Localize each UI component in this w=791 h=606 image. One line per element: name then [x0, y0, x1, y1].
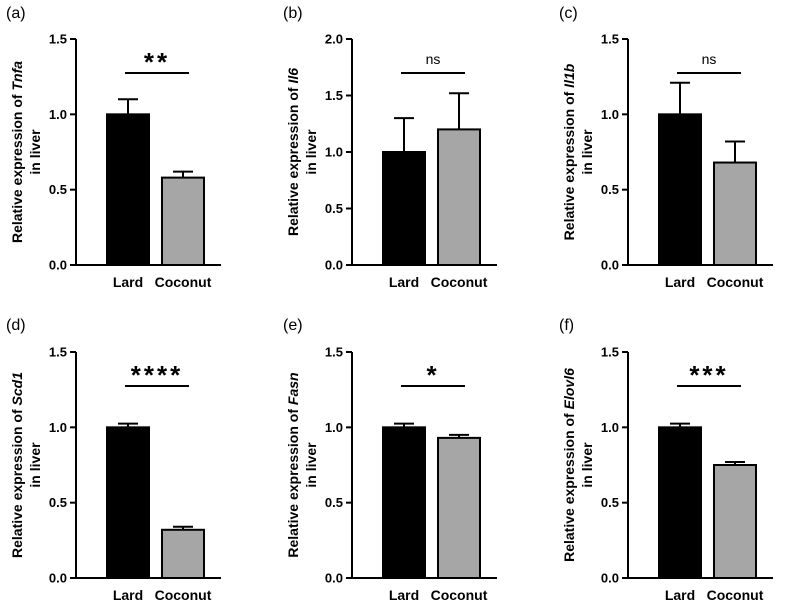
y-axis-label-prefix: Relative expression of [561, 88, 577, 241]
y-axis-label-gene: Fasn [285, 372, 301, 405]
category-label: Lard [389, 587, 419, 603]
y-axis-label: Relative expression of Tnfa [9, 61, 25, 243]
y-tick-label: 0.5 [601, 495, 619, 510]
chart-panel-5: (e) 0.0 0.5 1.0 1.5 Lard Coconut * Relative expr… [283, 317, 497, 603]
y-tick-label: 0.0 [325, 571, 343, 586]
chart-panel-4: (d) 0.0 0.5 1.0 1.5 Lard Coconut **** Relative e… [6, 317, 221, 603]
y-axis-label: Relative expression of Fasn [285, 372, 301, 557]
significance-label: ** [144, 47, 170, 77]
bar-coconut [437, 436, 481, 579]
category-label: Lard [389, 274, 419, 290]
y-axis-label-line2: in liver [579, 442, 595, 488]
bar-lard [106, 426, 150, 580]
bar-coconut [713, 161, 757, 266]
bar-lard [658, 113, 702, 267]
y-tick-label: 1.5 [601, 345, 619, 360]
bar-coconut [161, 528, 205, 580]
y-tick-label: 1.0 [325, 420, 343, 435]
significance-label: ns [426, 51, 441, 67]
bar-coconut [437, 128, 481, 266]
chart-panel-2: (b) 0.0 0.5 1.0 1.5 2.0 Lard Coconut ns Relative … [283, 5, 497, 290]
category-label: Coconut [431, 587, 488, 603]
y-tick-label: 0.5 [325, 201, 343, 216]
y-tick-label: 1.0 [601, 420, 619, 435]
category-label: Lard [665, 587, 695, 603]
y-axis-label: Relative expression of Scd1 [9, 372, 25, 558]
panel-label: (d) [6, 317, 26, 334]
significance-label: * [426, 360, 439, 390]
bar-lard [106, 113, 150, 267]
y-axis-label-gene: Tnfa [9, 61, 25, 91]
panel-label: (e) [283, 317, 303, 334]
y-axis-label-line2: in liver [27, 442, 43, 488]
y-axis-label-gene: Il1b [561, 63, 577, 88]
y-axis-label-line2: in liver [27, 129, 43, 175]
y-tick-label: 1.0 [49, 107, 67, 122]
y-axis-label-prefix: Relative expression of [285, 84, 301, 237]
significance-label: *** [689, 360, 728, 390]
panel-label: (c) [559, 5, 578, 22]
y-axis-label-prefix: Relative expression of [9, 91, 25, 244]
y-axis-label-prefix: Relative expression of [9, 405, 25, 558]
y-tick-label: 2.0 [325, 32, 343, 47]
y-tick-label: 1.5 [325, 88, 343, 103]
y-axis-label-line2: in liver [303, 129, 319, 175]
y-tick-label: 0.0 [49, 571, 67, 586]
y-axis-label-gene: Il6 [285, 68, 301, 84]
y-tick-label: 1.0 [49, 420, 67, 435]
y-tick-label: 1.5 [601, 32, 619, 47]
y-tick-label: 0.5 [325, 495, 343, 510]
y-axis-label-line2: in liver [303, 442, 319, 488]
y-tick-label: 0.5 [601, 182, 619, 197]
category-label: Lard [113, 274, 143, 290]
y-axis-label: Relative expression of Il1b [561, 63, 577, 240]
y-axis-label-prefix: Relative expression of [285, 405, 301, 558]
y-axis-label: Relative expression of Il6 [285, 68, 301, 236]
panel-label: (b) [283, 5, 303, 22]
significance-label: **** [131, 360, 183, 390]
bar-coconut [161, 176, 205, 266]
panel-label: (a) [6, 5, 26, 22]
category-label: Coconut [707, 587, 764, 603]
category-label: Lard [665, 274, 695, 290]
y-tick-label: 1.5 [49, 345, 67, 360]
chart-panel-3: (c) 0.0 0.5 1.0 1.5 Lard Coconut ns Relative exp… [559, 5, 773, 290]
panel-label: (f) [559, 317, 574, 334]
bar-lard [382, 151, 426, 266]
y-axis-label-gene: Elovl6 [561, 368, 577, 409]
y-tick-label: 1.0 [601, 107, 619, 122]
y-tick-label: 0.0 [325, 258, 343, 273]
y-tick-label: 1.5 [325, 345, 343, 360]
y-tick-label: 0.5 [49, 495, 67, 510]
y-tick-label: 1.5 [49, 32, 67, 47]
y-axis-label: Relative expression of Elovl6 [561, 368, 577, 562]
chart-panel-1: (a) 0.0 0.5 1.0 1.5 Lard Coconut ** Relative exp… [6, 5, 221, 290]
y-tick-label: 1.0 [325, 145, 343, 160]
category-label: Coconut [155, 587, 212, 603]
y-axis-label-prefix: Relative expression of [561, 409, 577, 562]
chart-panel-6: (f) 0.0 0.5 1.0 1.5 Lard Coconut *** Relative ex… [559, 317, 773, 603]
y-axis-label-gene: Scd1 [9, 372, 25, 406]
y-tick-label: 0.0 [49, 258, 67, 273]
category-label: Lard [113, 587, 143, 603]
y-axis-label-line2: in liver [579, 129, 595, 175]
y-tick-label: 0.0 [601, 571, 619, 586]
bar-lard [382, 426, 426, 580]
bar-lard [658, 426, 702, 580]
y-tick-label: 0.0 [601, 258, 619, 273]
significance-label: ns [702, 51, 717, 67]
category-label: Coconut [431, 274, 488, 290]
bar-coconut [713, 464, 757, 579]
y-tick-label: 0.5 [49, 182, 67, 197]
category-label: Coconut [707, 274, 764, 290]
category-label: Coconut [155, 274, 212, 290]
